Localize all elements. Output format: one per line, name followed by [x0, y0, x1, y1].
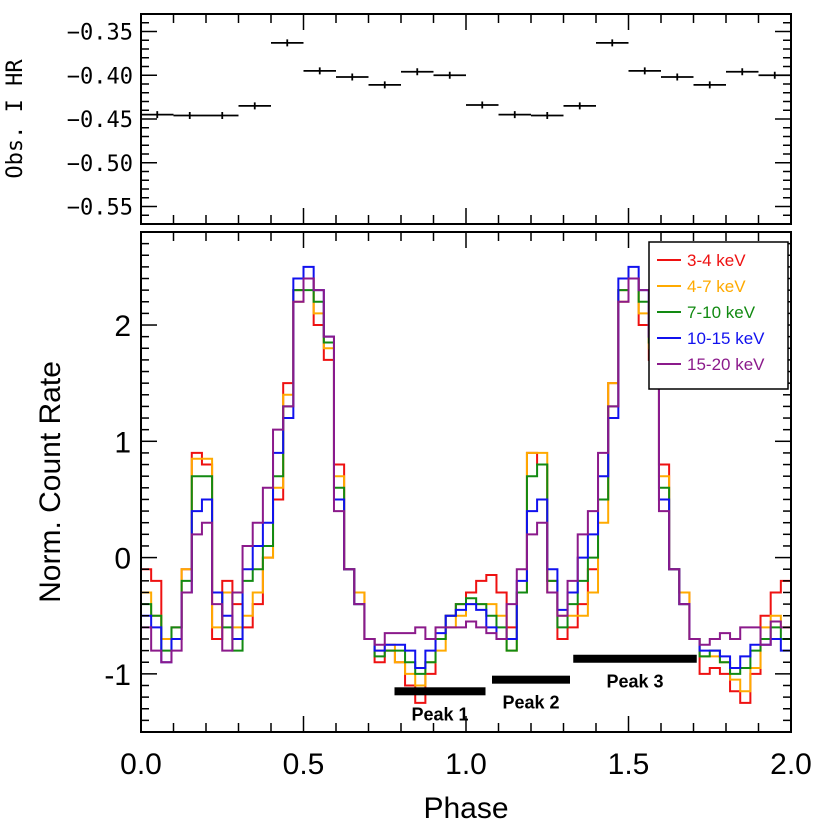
legend-label: 4-7 keV	[687, 277, 746, 296]
hr-data-point	[141, 111, 174, 119]
hr-data-point	[563, 102, 596, 110]
hr-data-point	[498, 111, 531, 119]
top-y-tick-label: −0.35	[67, 21, 133, 46]
y-axis-label: Norm. Count Rate	[34, 361, 67, 603]
hr-data-point	[336, 73, 369, 81]
y-tick-label: 2	[114, 310, 131, 343]
top-y-axis-label: Obs. I HR	[3, 59, 28, 179]
series-group	[141, 265, 791, 704]
series-line-15-20-keV	[141, 277, 791, 664]
x-tick-label: 1.0	[445, 748, 487, 781]
hr-data-point	[433, 71, 466, 79]
legend-item: 7-10 keV	[657, 303, 756, 322]
y-tick-label: 1	[114, 426, 131, 459]
hr-data-point	[531, 112, 564, 119]
legend: 3-4 keV 4-7 keV 7-10 keV 10-15 keV 15-20 keV	[648, 241, 789, 390]
top-y-tick-label: −0.50	[67, 152, 133, 177]
x-tick-label: 1.5	[608, 748, 650, 781]
hr-data-point	[628, 67, 661, 75]
hr-data-point	[466, 101, 499, 109]
peak-label: Peak 3	[606, 672, 663, 692]
top-panel-hardness-ratio: −0.35 −0.40 −0.45 −0.50 −0.55 Obs. I HR	[3, 13, 792, 225]
bottom-panel-pulse-profiles: 0.0 0.5 1.0 1.5 2.0 -1 0 1 2 Phase Norm. Count Rat…	[34, 231, 812, 825]
x-tick-label: 2.0	[770, 748, 812, 781]
legend-label: 7-10 keV	[687, 303, 756, 322]
peak-annotation: Peak 1	[394, 687, 486, 724]
peak-bar	[394, 687, 486, 696]
x-tick-label: 0.5	[283, 748, 325, 781]
top-y-tick-label: −0.45	[67, 108, 133, 133]
hr-data-point	[693, 81, 726, 89]
peak-annotation: Peak 2	[492, 675, 570, 713]
hr-data-point	[661, 73, 694, 81]
legend-item: 3-4 keV	[657, 251, 746, 270]
peak-bar	[573, 654, 697, 663]
hr-data-point	[726, 68, 759, 76]
legend-item: 10-15 keV	[657, 329, 765, 348]
hr-data-point	[401, 68, 434, 76]
x-axis-label: Phase	[423, 792, 508, 825]
y-tick-label: -1	[104, 659, 131, 692]
legend-item: 15-20 keV	[657, 355, 765, 374]
x-tick-label: 0.0	[120, 748, 162, 781]
legend-label: 3-4 keV	[687, 251, 746, 270]
peak-annotation: Peak 3	[573, 654, 697, 692]
top-y-tick-label: −0.55	[67, 196, 133, 221]
hr-data-point	[758, 71, 791, 79]
peak-label: Peak 2	[502, 693, 559, 713]
hr-data-point	[271, 39, 304, 47]
hr-data-point	[206, 112, 239, 119]
y-tick-label: 0	[114, 543, 131, 576]
legend-item: 4-7 keV	[657, 277, 746, 296]
series-line-4-7-keV	[141, 277, 791, 693]
peak-label: Peak 1	[411, 704, 468, 724]
legend-label: 10-15 keV	[687, 329, 765, 348]
hr-data-point	[173, 112, 206, 119]
hr-data-point	[368, 81, 401, 89]
hr-data-point	[238, 102, 271, 110]
legend-label: 15-20 keV	[687, 355, 765, 374]
peak-bar	[492, 675, 570, 684]
top-y-tick-label: −0.40	[67, 64, 133, 89]
hr-data-point	[596, 39, 629, 47]
hr-data-point	[303, 67, 336, 75]
